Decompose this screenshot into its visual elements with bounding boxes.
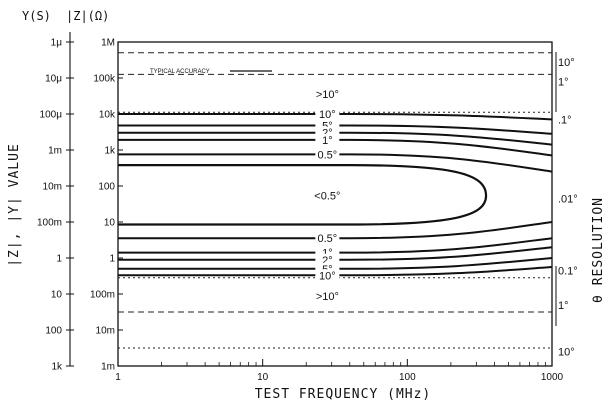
contour-line — [118, 257, 553, 270]
y-tick-label: 1μ — [51, 38, 63, 49]
contour-line — [118, 221, 553, 240]
x-tick-label: 1000 — [541, 372, 564, 383]
right-resolution-label: 1° — [558, 300, 569, 312]
z-tick-label: 1k — [104, 146, 116, 157]
right-resolution-label: 0.1° — [558, 266, 578, 278]
x-tick-label: 100 — [399, 372, 416, 383]
y-tick-label: 10m — [43, 182, 62, 193]
contour-label: 5° — [322, 121, 333, 133]
right-resolution-label: .1° — [558, 114, 572, 126]
contour-label-bg — [315, 262, 340, 274]
y-tick-label: 100μ — [40, 110, 63, 121]
z-tick-label: 10m — [96, 326, 115, 337]
z-tick-label: 1m — [101, 362, 115, 373]
contour-label: 10° — [319, 109, 336, 121]
contour-label-bg — [315, 232, 340, 244]
legend-label: TYPICAL ACCURACY — [150, 69, 210, 75]
y-tick-label: 100 — [45, 326, 62, 337]
contour-line — [118, 153, 553, 173]
region-label: >10° — [316, 89, 339, 101]
y-tick-label: 1k — [51, 362, 63, 373]
contour-ellipse — [118, 164, 488, 226]
y-tick-label: 1 — [56, 254, 62, 265]
x-axis-title: TEST FREQUENCY (MHz) — [255, 387, 432, 402]
right-resolution-label: 10° — [558, 347, 575, 359]
z-tick-label: 100k — [93, 74, 116, 85]
contour-label-bg — [315, 246, 340, 258]
right-resolution-label: .01° — [558, 194, 578, 206]
z-unit-header: |Z|(Ω) — [66, 9, 109, 23]
z-tick-label: 10k — [99, 110, 116, 121]
contour-label-bg — [315, 108, 340, 119]
contour-line — [118, 237, 553, 254]
contour-label: 10° — [319, 270, 336, 282]
y-unit-header: Y(S) — [22, 9, 51, 23]
z-tick-label: 1 — [109, 254, 115, 265]
right-resolution-label: 1° — [558, 77, 569, 89]
y-tick-label: 10 — [51, 290, 63, 301]
contour-label-bg — [315, 253, 340, 265]
contour-label: 0.5° — [318, 233, 338, 245]
plot-frame — [117, 41, 553, 367]
contour-label: 1° — [322, 248, 333, 260]
contour-line — [118, 124, 553, 135]
contour-line — [118, 113, 553, 121]
y-tick-label: 1m — [48, 146, 62, 157]
contour-line — [118, 246, 553, 261]
y-tick-label: 10μ — [45, 74, 62, 85]
contour-line — [118, 131, 553, 146]
y-tick-label: 100m — [37, 218, 62, 229]
legend: TYPICAL ACCURACY — [150, 69, 272, 75]
contour-label-bg — [315, 133, 340, 145]
contour-label: <0.5° — [314, 191, 340, 203]
contour-label: 1° — [322, 135, 333, 147]
contour-label-bg — [315, 119, 340, 131]
x-tick-label: 1 — [115, 372, 121, 383]
region-label: >10° — [316, 291, 339, 303]
contour-label: 0.5° — [318, 149, 338, 161]
contour-label: 2° — [322, 255, 333, 267]
left-axis-title: |Z|, |Y| VALUE — [7, 143, 22, 267]
contour-line — [118, 138, 553, 157]
contour-label-bg — [315, 148, 340, 160]
contour-label-bg — [315, 126, 340, 138]
contour-line — [118, 266, 553, 277]
right-resolution-label: 10° — [558, 57, 575, 69]
z-tick-label: 1M — [101, 38, 115, 49]
x-tick-label: 10 — [257, 372, 269, 383]
contour-label-bg — [315, 269, 340, 281]
z-tick-label: 100m — [90, 290, 115, 301]
z-tick-label: 100 — [98, 182, 115, 193]
right-axis-title: θ RESOLUTION — [591, 197, 606, 303]
contour-label: 2° — [322, 128, 333, 140]
z-tick-label: 10 — [104, 218, 116, 229]
